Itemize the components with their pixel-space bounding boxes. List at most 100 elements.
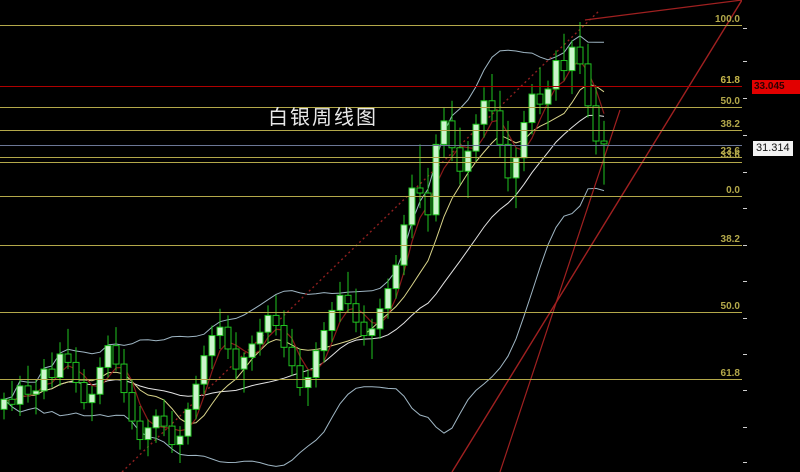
candle-body (96, 366, 104, 395)
candle-body (480, 100, 488, 125)
candle-body (520, 122, 528, 159)
level-line (0, 86, 742, 87)
fib-level-label: 61.8 (720, 75, 740, 86)
candle-body (24, 385, 32, 395)
candle-body (560, 60, 568, 72)
candle-body (144, 427, 152, 441)
level-line (0, 145, 742, 146)
candle-body (296, 365, 304, 389)
candle-body (136, 420, 144, 441)
candle-body (56, 353, 64, 378)
candle-body (200, 355, 208, 385)
candle-body (536, 93, 544, 105)
candle-body (176, 435, 184, 446)
fib-level-label: 38.2 (720, 234, 740, 245)
candle-body (336, 294, 344, 311)
fib-level-label: 33.6 (720, 150, 740, 161)
level-line (0, 25, 742, 26)
candle-body (320, 330, 328, 352)
candle-body (256, 331, 264, 345)
candle-body (528, 93, 536, 124)
candle-body (464, 150, 472, 172)
candle-body (488, 100, 496, 112)
axis-tick-mark (743, 318, 747, 319)
candle-body (80, 382, 88, 404)
axis-tick-mark (743, 390, 747, 391)
candle-body (416, 187, 424, 194)
level-line (0, 157, 742, 158)
trend-line (499, 109, 621, 472)
indicator-line (3, 83, 605, 425)
axis-tick-mark (743, 135, 747, 136)
candle-body (120, 363, 128, 394)
candle-body (592, 105, 600, 142)
candle-body (584, 63, 592, 107)
level-line (0, 312, 742, 313)
fib-level-label: 23.6 (720, 146, 740, 157)
fib-level-label: 50.0 (720, 301, 740, 312)
candle-body (216, 326, 224, 337)
price-axis[interactable]: 34.77033.69032.61031.53030.45029.37028.3… (742, 0, 800, 472)
axis-tick-mark (743, 61, 747, 62)
axis-tick-mark (743, 208, 747, 209)
candle-body (344, 294, 352, 305)
axis-tick-mark (743, 172, 747, 173)
candle-body (544, 88, 552, 105)
candle-body (496, 110, 504, 145)
candle-body (104, 345, 112, 368)
candle-body (264, 314, 272, 333)
candle-body (552, 60, 560, 90)
candle-body (408, 187, 416, 226)
axis-tick-mark (743, 245, 747, 246)
axis-tick-mark (743, 98, 747, 99)
candle-body (64, 353, 72, 363)
axis-tick-mark (743, 281, 747, 282)
candle-body (16, 385, 24, 405)
fib-level-label: 50.0 (720, 96, 740, 107)
candle-body (472, 123, 480, 152)
chart-plot-area[interactable]: 白银周线图 (0, 0, 742, 472)
axis-tick-mark (743, 28, 747, 29)
chart-canvas (0, 0, 742, 472)
candle-body (456, 147, 464, 172)
candle-body (512, 157, 520, 179)
candle-body (168, 425, 176, 446)
trend-line (584, 0, 742, 21)
candle-body (192, 383, 200, 410)
level-line (0, 245, 742, 246)
trend-line (121, 9, 601, 472)
candle-body (376, 308, 384, 330)
candle-body (312, 350, 320, 378)
level-line (0, 130, 742, 131)
candle-body (432, 143, 440, 216)
axis-tick-mark (743, 427, 747, 428)
candle-body (448, 120, 456, 149)
candle-body (184, 408, 192, 437)
candle-body (272, 314, 280, 326)
current-price-badge[interactable]: 31.314 (753, 141, 793, 156)
candle-body (360, 321, 368, 337)
candle-body (568, 46, 576, 72)
fib-level-label: 61.8 (720, 368, 740, 379)
fib-level-label: 0.0 (726, 185, 740, 196)
alert-price-badge[interactable]: 33.045 (752, 80, 800, 94)
indicator-line (3, 35, 605, 400)
candle-body (232, 348, 240, 370)
candle-body (384, 288, 392, 310)
level-line (0, 162, 742, 163)
candle-body (224, 326, 232, 350)
candle-body (72, 361, 80, 384)
candle-body (440, 120, 448, 145)
candle-body (240, 356, 248, 370)
axis-tick-mark (743, 462, 747, 463)
candle-body (576, 46, 584, 65)
candle-body (152, 415, 160, 429)
candle-body (0, 398, 8, 410)
candle-body (248, 343, 256, 358)
level-line (0, 379, 742, 380)
candle-body (32, 390, 40, 395)
axis-tick-mark (743, 354, 747, 355)
candle-body (368, 328, 376, 337)
candle-body (304, 376, 312, 389)
